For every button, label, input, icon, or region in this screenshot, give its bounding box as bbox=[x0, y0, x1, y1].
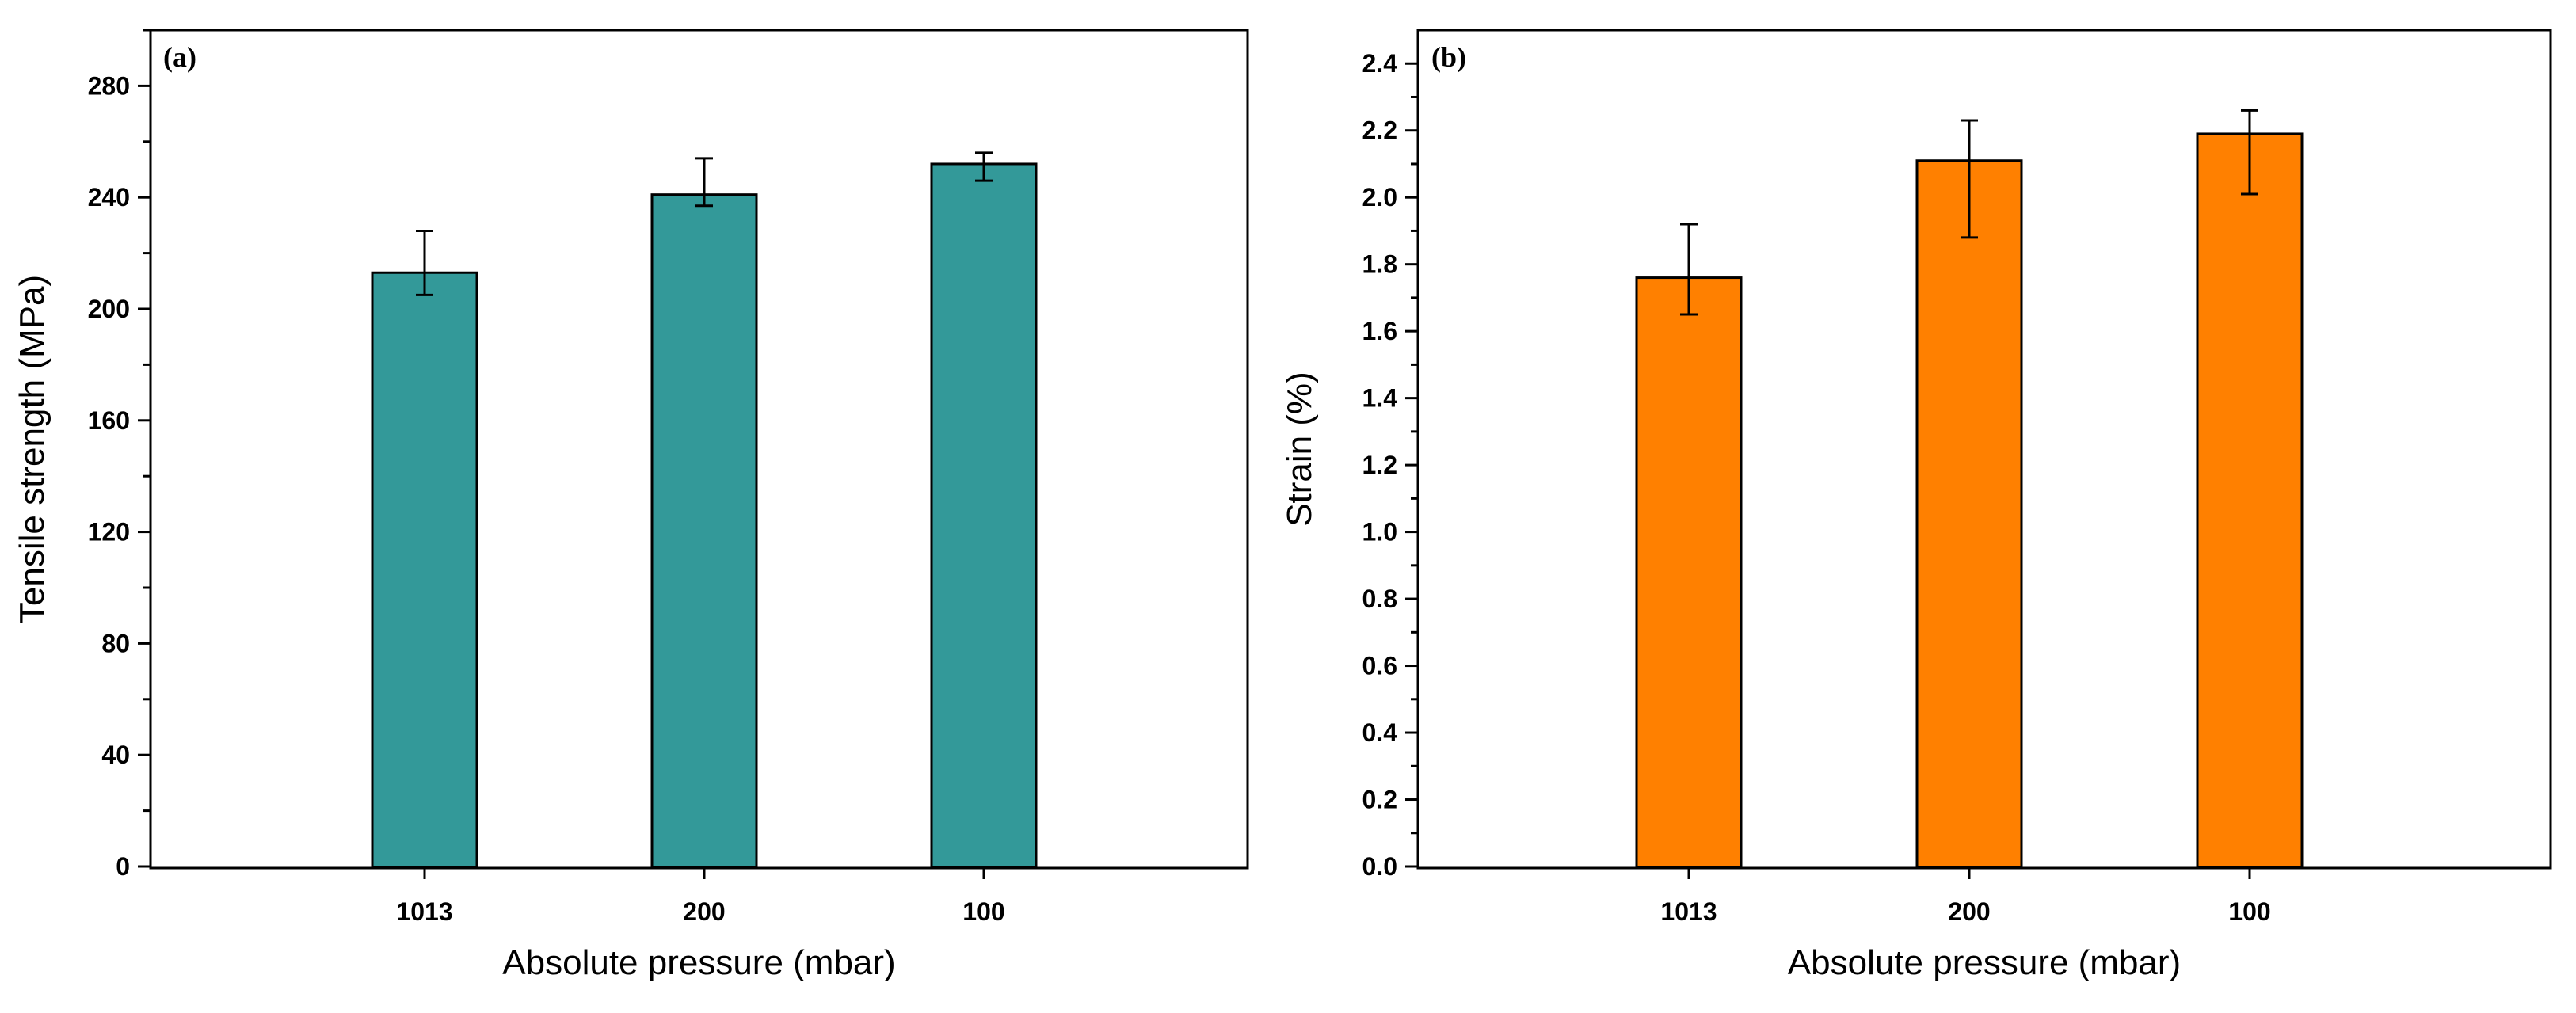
y-tick-label: 280 bbox=[88, 71, 130, 100]
y-tick-label: 1.4 bbox=[1362, 384, 1398, 413]
bar-100 bbox=[930, 162, 1038, 868]
y-tick-label: 80 bbox=[101, 629, 130, 657]
y-tick-label: 0.0 bbox=[1362, 852, 1397, 881]
bar-100 bbox=[2196, 132, 2304, 869]
y-tick-label: 0.8 bbox=[1362, 585, 1397, 613]
x-tick-label: 100 bbox=[2228, 897, 2270, 926]
panel-label: (a) bbox=[163, 41, 196, 73]
y-tick-label: 0.2 bbox=[1362, 786, 1397, 814]
y-tick-label: 1.8 bbox=[1362, 250, 1397, 279]
bar-200 bbox=[650, 193, 758, 868]
x-tick-label: 1013 bbox=[396, 897, 452, 926]
panel-b-strain-chart: 0.0 0.2 0.4 0.6 0.8 1.0 1.2 1.4 1.6 1.8 2.0 2.2 2.4 1… bbox=[1280, 29, 2552, 982]
y-axis-title: Tensile strength (MPa) bbox=[13, 275, 51, 623]
x-tick-label: 200 bbox=[1948, 897, 1990, 926]
panel-a-tensile-strength-chart: 0 40 80 120 160 200 240 280 1013 200 100 Absolute p… bbox=[13, 29, 1249, 982]
y-tick-label: 40 bbox=[101, 741, 130, 769]
y-tick-label: 0.4 bbox=[1362, 718, 1398, 747]
y-tick-label: 1.0 bbox=[1362, 518, 1397, 546]
y-tick-label: 160 bbox=[88, 406, 130, 435]
plot-frame bbox=[149, 29, 1249, 870]
y-tick-label: 2.0 bbox=[1362, 183, 1397, 211]
x-tick-label: 200 bbox=[683, 897, 725, 926]
y-tick-label: 2.4 bbox=[1362, 49, 1398, 78]
y-tick-label: 1.6 bbox=[1362, 317, 1397, 345]
bar-200 bbox=[1915, 159, 2023, 868]
y-tick-label: 120 bbox=[88, 518, 130, 546]
x-tick-label: 1013 bbox=[1660, 897, 1717, 926]
y-tick-label: 1.2 bbox=[1362, 451, 1397, 479]
panel-label: (b) bbox=[1431, 41, 1466, 73]
y-tick-label: 200 bbox=[88, 295, 130, 323]
bar-1013 bbox=[1635, 276, 1743, 868]
y-axis-title: Strain (%) bbox=[1280, 371, 1319, 527]
y-tick-label: 240 bbox=[88, 183, 130, 211]
plot-frame bbox=[1416, 29, 2552, 870]
x-tick-label: 100 bbox=[962, 897, 1004, 926]
bar-1013 bbox=[371, 271, 478, 868]
y-tick-label: 2.2 bbox=[1362, 116, 1397, 145]
y-tick-label: 0.6 bbox=[1362, 652, 1397, 680]
x-axis-title: Absolute pressure (mbar) bbox=[502, 943, 895, 982]
x-axis-title: Absolute pressure (mbar) bbox=[1788, 943, 2181, 982]
y-tick-label: 0 bbox=[116, 852, 130, 881]
